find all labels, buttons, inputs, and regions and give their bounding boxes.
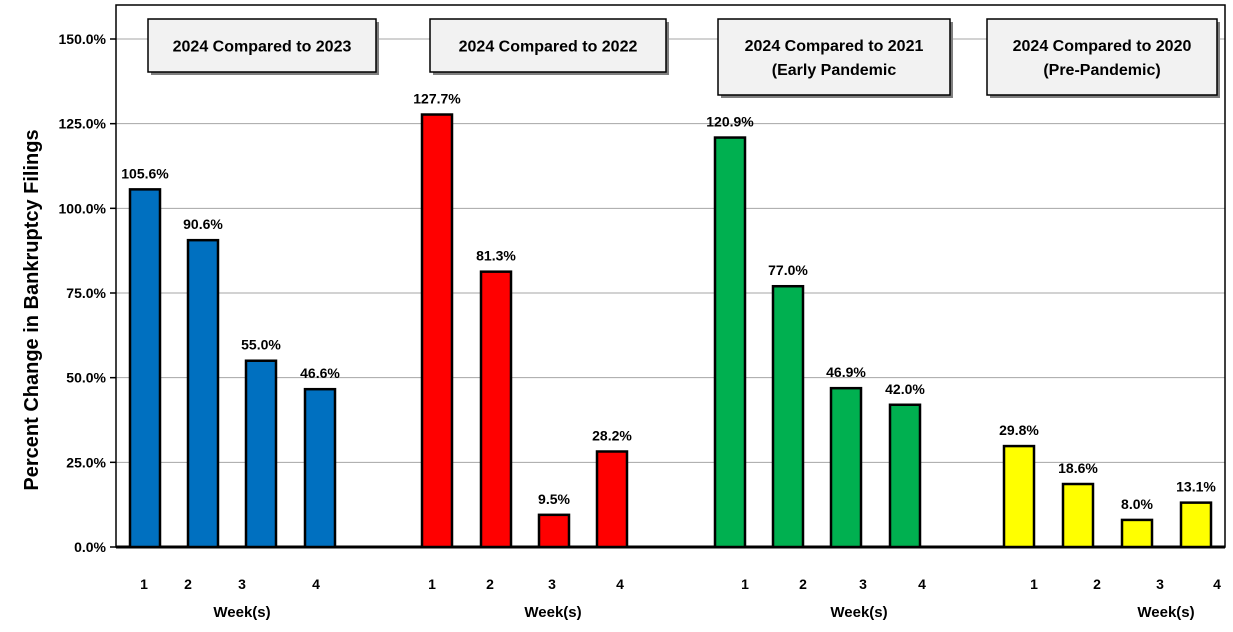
x-axis-label: Week(s) [213, 604, 270, 621]
category-label: 3 [1156, 576, 1164, 592]
data-label: 46.9% [826, 364, 866, 380]
category-label: 1 [741, 576, 749, 592]
bar [128, 188, 162, 549]
panel-title-text: 2024 Compared to 2020 [1013, 38, 1192, 55]
panel-title-box [986, 18, 1218, 96]
bar [1002, 444, 1036, 549]
category-label: 4 [1213, 576, 1221, 592]
category-label: 4 [918, 576, 926, 592]
bar [1120, 518, 1154, 549]
bar [1061, 482, 1095, 549]
data-label: 13.1% [1176, 479, 1216, 495]
y-tick-label: 75.0% [66, 285, 106, 301]
bars [128, 113, 1213, 549]
y-tick-label: 150.0% [59, 31, 107, 47]
bar [888, 403, 922, 549]
x-axis-label: Week(s) [1137, 604, 1194, 621]
data-label: 127.7% [413, 91, 461, 107]
data-label: 9.5% [538, 491, 570, 507]
bar [537, 513, 571, 549]
panel-title-box [147, 18, 377, 73]
data-label: 29.8% [999, 422, 1039, 438]
category-label: 1 [140, 576, 148, 592]
y-tick-label: 50.0% [66, 370, 106, 386]
data-label: 8.0% [1121, 496, 1153, 512]
plot-frame [115, 4, 1226, 549]
category-labels: 1 2 3 4 1 2 3 4 1 2 3 4 1 2 3 4 [140, 576, 1221, 592]
category-label: 4 [312, 576, 320, 592]
category-label: 2 [1093, 576, 1101, 592]
panel-title-text: 2024 Compared to 2023 [173, 39, 352, 56]
data-label: 18.6% [1058, 460, 1098, 476]
x-axis-labels: Week(s) Week(s) Week(s) Week(s) [213, 604, 1194, 621]
panel-title-text: 2024 Compared to 2021 [745, 38, 924, 55]
bar [186, 238, 220, 549]
data-label: 81.3% [476, 248, 516, 264]
data-label: 42.0% [885, 381, 925, 397]
category-label: 1 [1030, 576, 1038, 592]
category-label: 2 [486, 576, 494, 592]
x-axis-label: Week(s) [524, 604, 581, 621]
data-label: 46.6% [300, 365, 340, 381]
panel-titles: 2024 Compared to 2023 2024 Compared to 20… [147, 18, 1220, 98]
bar [303, 387, 337, 549]
bar [479, 270, 513, 549]
bar [771, 284, 805, 549]
bar [713, 136, 747, 549]
data-labels: 105.6% 90.6% 55.0% 46.6% 127.7% 81.3% 9.5% 28.2… [121, 91, 1216, 512]
panel-title-box [717, 18, 951, 96]
data-label: 90.6% [183, 216, 223, 232]
bar [244, 359, 278, 549]
data-label: 55.0% [241, 337, 281, 353]
bar [1179, 501, 1213, 549]
category-label: 2 [799, 576, 807, 592]
panel-title-text: (Pre-Pandemic) [1043, 62, 1160, 79]
y-axis-label: Percent Change in Bankruptcy Filings [21, 129, 43, 490]
y-tick-label: 25.0% [66, 454, 106, 470]
x-axis-label: Week(s) [830, 604, 887, 621]
y-axis-ticks: 0.0% 25.0% 50.0% 75.0% 100.0% 125.0% 150.0% [59, 31, 116, 555]
category-label: 3 [859, 576, 867, 592]
bar [420, 113, 454, 549]
y-tick-label: 0.0% [74, 539, 106, 555]
data-label: 77.0% [768, 262, 808, 278]
category-label: 4 [616, 576, 624, 592]
category-label: 2 [184, 576, 192, 592]
category-label: 1 [428, 576, 436, 592]
category-label: 3 [238, 576, 246, 592]
data-label: 120.9% [706, 114, 754, 130]
gridlines [116, 38, 1225, 463]
bar [829, 386, 863, 549]
bar [595, 450, 629, 549]
data-label: 28.2% [592, 427, 632, 443]
category-label: 3 [548, 576, 556, 592]
data-label: 105.6% [121, 165, 169, 181]
panel-title-text: (Early Pandemic [772, 62, 897, 79]
y-tick-label: 100.0% [59, 200, 107, 216]
panel-title-text: 2024 Compared to 2022 [459, 39, 638, 56]
y-tick-label: 125.0% [59, 116, 107, 132]
panel-title-box [429, 18, 667, 73]
